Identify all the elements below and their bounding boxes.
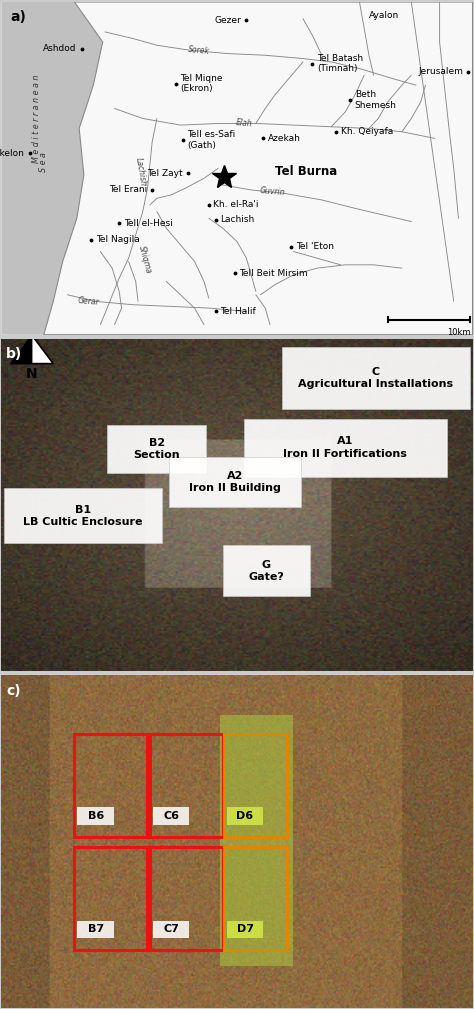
Text: Tel 'Eton: Tel 'Eton — [296, 242, 334, 251]
FancyBboxPatch shape — [169, 457, 301, 507]
Text: Tel Zayt: Tel Zayt — [147, 169, 183, 178]
Text: S e a: S e a — [39, 151, 48, 172]
Bar — [74, 847, 147, 949]
Text: 10km: 10km — [447, 328, 470, 337]
FancyBboxPatch shape — [227, 807, 264, 825]
Bar — [150, 734, 223, 836]
Text: M e d i t e r r a n e a n: M e d i t e r r a n e a n — [32, 75, 41, 162]
Bar — [224, 847, 287, 949]
FancyBboxPatch shape — [282, 347, 470, 409]
Bar — [219, 715, 292, 967]
Text: Beth
Shemesh: Beth Shemesh — [355, 91, 397, 110]
Text: Azekah: Azekah — [268, 134, 301, 143]
FancyBboxPatch shape — [153, 920, 190, 938]
Text: Lachish: Lachish — [220, 215, 255, 224]
Text: B6: B6 — [88, 811, 104, 821]
Text: Lachish: Lachish — [134, 156, 147, 187]
Text: D6: D6 — [237, 811, 254, 821]
Text: Kh. Qeiyafa: Kh. Qeiyafa — [341, 127, 393, 136]
Text: B7: B7 — [88, 924, 104, 934]
FancyBboxPatch shape — [77, 807, 114, 825]
Polygon shape — [11, 335, 32, 363]
Text: Tell Beit Mirsim: Tell Beit Mirsim — [239, 268, 308, 277]
Text: Tel Burna: Tel Burna — [275, 165, 337, 179]
Text: Tell es-Safi
(Gath): Tell es-Safi (Gath) — [188, 130, 236, 149]
Text: B2
Section: B2 Section — [134, 438, 180, 460]
Text: c): c) — [6, 684, 21, 697]
Text: C6: C6 — [163, 811, 179, 821]
Text: Sorek: Sorek — [188, 44, 210, 55]
Text: D7: D7 — [237, 924, 254, 934]
FancyBboxPatch shape — [108, 425, 206, 473]
Text: Elah: Elah — [236, 118, 253, 128]
FancyBboxPatch shape — [244, 419, 447, 476]
Text: Ashkelon: Ashkelon — [0, 149, 25, 157]
FancyBboxPatch shape — [227, 920, 264, 938]
FancyBboxPatch shape — [77, 920, 114, 938]
Polygon shape — [32, 335, 53, 363]
Text: A2
Iron II Building: A2 Iron II Building — [189, 470, 281, 493]
Text: Tel Miqne
(Ekron): Tel Miqne (Ekron) — [181, 74, 223, 93]
Bar — [74, 734, 147, 836]
Text: C7: C7 — [163, 924, 179, 934]
Bar — [150, 847, 223, 949]
FancyBboxPatch shape — [153, 807, 190, 825]
Polygon shape — [44, 2, 473, 335]
Text: Ashdod: Ashdod — [43, 44, 77, 53]
Text: a): a) — [11, 10, 27, 24]
Text: Shiqma: Shiqma — [137, 245, 153, 274]
Text: Gerar: Gerar — [77, 296, 100, 307]
Text: Tel Nagila: Tel Nagila — [96, 235, 139, 244]
Text: Gezer: Gezer — [215, 16, 242, 25]
Text: b): b) — [6, 347, 22, 361]
Text: Ayalon: Ayalon — [369, 11, 399, 20]
FancyBboxPatch shape — [4, 488, 162, 543]
Polygon shape — [1, 2, 103, 335]
Text: C
Agricultural Installations: C Agricultural Installations — [299, 366, 454, 388]
Text: Jerusalem: Jerusalem — [418, 68, 463, 77]
Text: N: N — [26, 366, 38, 380]
Text: Kh. el-Ra'i: Kh. el-Ra'i — [213, 201, 259, 210]
Text: B1
LB Cultic Enclosure: B1 LB Cultic Enclosure — [23, 504, 143, 527]
Text: G
Gate?: G Gate? — [248, 560, 284, 582]
Bar — [224, 734, 287, 836]
Text: Tell el-Hesi: Tell el-Hesi — [124, 219, 173, 228]
Text: Tel Batash
(Timnah): Tel Batash (Timnah) — [317, 53, 363, 74]
Text: Tel Halif: Tel Halif — [220, 307, 256, 316]
Text: A1
Iron II Fortifications: A1 Iron II Fortifications — [283, 437, 407, 459]
Text: Tel Erani: Tel Erani — [109, 186, 147, 195]
Text: Guvrin: Guvrin — [259, 186, 285, 197]
FancyBboxPatch shape — [223, 545, 310, 596]
